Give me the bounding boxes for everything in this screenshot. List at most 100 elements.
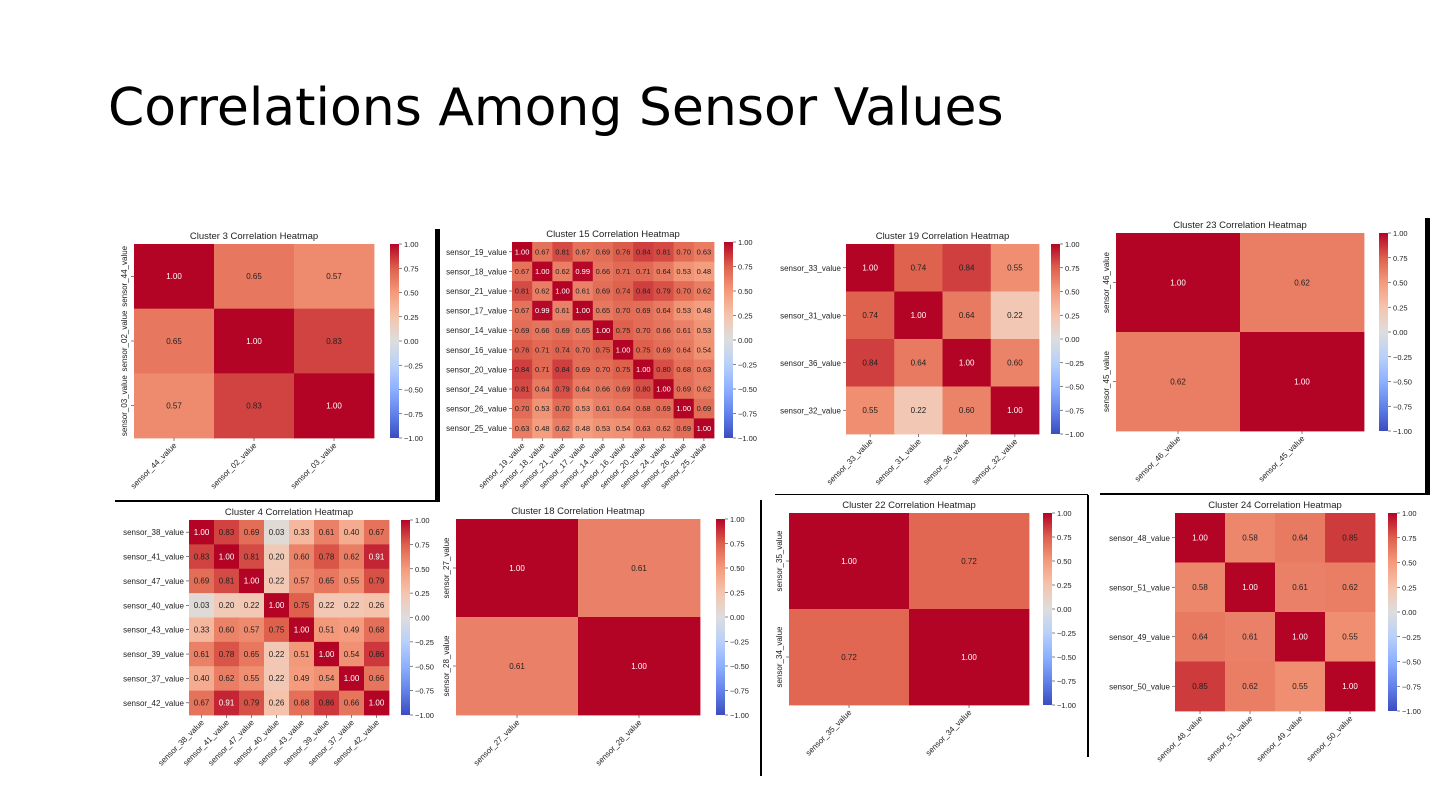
heatmap-cell — [364, 690, 390, 716]
cell-value-label: 0.22 — [1007, 311, 1023, 320]
cell-value-label: 0.69 — [555, 326, 570, 335]
heatmap-cell — [653, 418, 674, 439]
cell-value-label: 0.83 — [219, 528, 235, 537]
heatmap-title: Cluster 15 Correlation Heatmap — [546, 229, 680, 240]
cell-value-label: 0.62 — [1342, 583, 1358, 592]
heatmap-cell — [264, 666, 290, 692]
cell-value-label: 0.64 — [676, 345, 691, 354]
colorbar-tick-label: 0.75 — [1402, 534, 1417, 543]
cell-value-label: 0.65 — [319, 577, 335, 586]
heatmap-cell — [264, 617, 290, 643]
heatmap-cell — [1225, 661, 1276, 712]
cell-value-label: 0.40 — [194, 674, 210, 683]
cell-value-label: 0.85 — [1342, 534, 1358, 543]
cell-value-label: 0.33 — [294, 528, 310, 537]
cell-value-label: 0.69 — [575, 365, 590, 374]
colorbar-tick-label: −0.75 — [404, 410, 423, 419]
colorbar-tick-label: −1.00 — [404, 434, 423, 443]
colorbar-tick-label: 0.50 — [404, 289, 419, 298]
cell-value-label: 0.03 — [194, 601, 210, 610]
y-tick-label: sensor_49_value — [1109, 633, 1170, 642]
colorbar-tick-label: −0.50 — [1057, 653, 1076, 662]
cell-value-label: 0.70 — [616, 306, 631, 315]
colorbar-tick-label: 0.00 — [738, 336, 753, 345]
x-tick-label: sensor_28_value — [594, 718, 644, 768]
cell-value-label: 0.22 — [319, 601, 335, 610]
heatmap-cell — [613, 418, 634, 439]
heatmap-cell — [673, 340, 695, 360]
cell-value-label: 0.69 — [596, 287, 611, 296]
heatmap-cell — [512, 261, 533, 282]
heatmap-cell — [693, 300, 715, 321]
cell-value-label: 0.61 — [575, 287, 590, 296]
cell-value-label: 0.48 — [535, 424, 550, 433]
heatmap-cell — [592, 281, 614, 302]
heatmap-cell — [532, 281, 553, 302]
cell-value-label: 0.83 — [326, 337, 342, 346]
cell-value-label: 0.61 — [676, 326, 691, 335]
cell-value-label: 1.00 — [596, 326, 611, 335]
heatmap-cell — [552, 398, 573, 419]
heatmap-cell — [653, 300, 674, 321]
colorbar-tick-label: 1.00 — [1057, 509, 1072, 518]
cell-value-label: 0.65 — [596, 306, 611, 315]
y-tick-label: sensor_31_value — [780, 311, 841, 320]
heatmap-cell — [613, 340, 634, 360]
x-tick-label: sensor_35_value — [804, 708, 854, 758]
heatmap-cell — [456, 519, 579, 618]
cell-value-label: 0.51 — [294, 650, 310, 659]
y-tick-label: sensor_47_value — [123, 577, 184, 586]
heatmap-svg: Cluster 15 Correlation Heatmap 1.00 0.67 0.… — [446, 229, 757, 491]
heatmap-cell — [1225, 513, 1276, 563]
heatmap-cell — [1175, 513, 1226, 563]
y-tick-label: sensor_25_value — [446, 424, 507, 433]
colorbar — [1051, 244, 1060, 434]
y-tick-label: sensor_36_value — [780, 359, 841, 368]
heatmap-cell — [1116, 332, 1241, 432]
heatmap-cell — [894, 339, 943, 387]
heatmap-cell — [214, 690, 240, 716]
heatmap-cell — [189, 617, 215, 643]
cell-value-label: 0.69 — [697, 404, 712, 413]
colorbar-tick-label: 0.50 — [1057, 557, 1072, 566]
heatmap-cell — [1275, 661, 1326, 712]
heatmap-cell — [1175, 661, 1226, 712]
y-tick-label: sensor_14_value — [446, 326, 507, 335]
heatmap-cell — [289, 617, 315, 643]
cell-value-label: 0.55 — [1342, 633, 1358, 642]
cell-value-label: 0.64 — [959, 311, 975, 320]
colorbar-tick-label: 1.00 — [738, 238, 753, 247]
colorbar-tick-label: 0.25 — [738, 312, 753, 321]
heatmap-cell — [189, 666, 215, 692]
cell-value-label: 0.48 — [697, 306, 712, 315]
cell-value-label: 0.61 — [596, 404, 611, 413]
cell-value-label: 0.65 — [575, 326, 590, 335]
cell-value-label: 1.00 — [219, 552, 235, 561]
cell-value-label: 0.69 — [616, 385, 631, 394]
heatmap-cell — [673, 281, 695, 302]
y-tick-label: sensor_44_value — [120, 245, 129, 306]
heatmap-cell — [942, 244, 992, 292]
heatmap-cell — [239, 690, 265, 716]
y-tick-label: sensor_45_value — [1102, 350, 1111, 411]
heatmap-cell — [633, 281, 654, 302]
colorbar — [1043, 513, 1052, 705]
cell-value-label: 1.00 — [246, 337, 262, 346]
heatmap-title: Cluster 24 Correlation Heatmap — [1208, 500, 1342, 511]
heatmap-cell — [1225, 562, 1276, 613]
heatmap-cell — [1325, 612, 1376, 662]
colorbar-tick-label: −0.50 — [404, 386, 423, 395]
heatmap-title: Cluster 23 Correlation Heatmap — [1173, 220, 1307, 231]
cell-value-label: 0.62 — [656, 424, 671, 433]
colorbar-tick-label: 0.75 — [730, 540, 745, 549]
heatmap-cell — [572, 379, 594, 400]
panel-border-mid — [760, 500, 762, 776]
colorbar-tick-label: 1.00 — [1065, 240, 1080, 249]
cell-value-label: 0.67 — [515, 306, 530, 315]
y-tick-label: sensor_28_value — [442, 635, 451, 696]
cell-value-label: 0.69 — [244, 528, 260, 537]
heatmap-cell — [592, 261, 614, 282]
cell-value-label: 1.00 — [369, 699, 385, 708]
heatmap-cell — [572, 261, 594, 282]
cell-value-label: 1.00 — [911, 311, 927, 320]
